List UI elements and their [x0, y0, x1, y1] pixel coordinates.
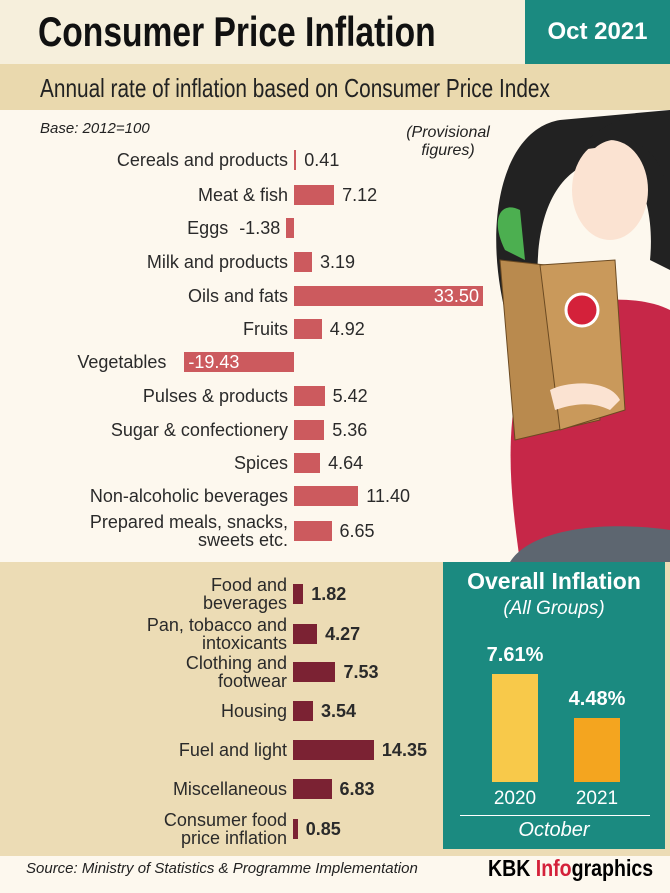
- bar: [293, 662, 336, 682]
- bar: [294, 252, 312, 272]
- value-label: 6.83: [339, 779, 375, 799]
- credit: KBK Infographics: [488, 855, 653, 882]
- category-label: Pan, tobacco and intoxicants: [146, 615, 287, 653]
- value-label: 4.48%: [568, 688, 626, 711]
- subtitle: Annual rate of inflation based on Consum…: [40, 73, 550, 103]
- category-label: Meat & fish: [197, 185, 288, 205]
- bar: [294, 521, 332, 541]
- bar: [294, 319, 322, 339]
- category-label: Sugar & confectionery: [110, 420, 288, 440]
- value-label: 33.50: [433, 286, 479, 306]
- overall-panel: [443, 562, 665, 849]
- value-label: -1.38: [239, 218, 281, 238]
- category-label: Fruits: [243, 319, 288, 339]
- category-label: Consumer food price inflation: [163, 810, 287, 848]
- date-badge: Oct 2021: [525, 0, 670, 64]
- subtitle-band: [0, 64, 670, 110]
- bar: [294, 386, 325, 406]
- bar: [492, 674, 538, 782]
- category-label: Fuel and light: [178, 740, 287, 760]
- category-label: Milk and products: [146, 252, 288, 272]
- source: Source: Ministry of Statistics & Program…: [26, 860, 418, 877]
- category-label: Non-alcoholic beverages: [89, 486, 288, 506]
- value-label: 6.65: [339, 521, 375, 541]
- bar: [574, 718, 620, 782]
- base-note: Base: 2012=100: [40, 120, 150, 137]
- value-label: 4.64: [328, 453, 364, 473]
- category-label: Clothing and footwear: [185, 653, 287, 691]
- footer-band: [0, 856, 670, 893]
- bar: [293, 779, 332, 799]
- axis-line: [460, 815, 650, 816]
- title: Consumer Price Inflation: [38, 8, 436, 55]
- chart-title: Overall Inflation: [467, 568, 641, 594]
- value-label: 7.61%: [486, 644, 544, 666]
- bar: [294, 420, 325, 440]
- credit-accent: Info: [535, 855, 572, 881]
- value-label: 7.12: [342, 185, 378, 205]
- illustration: [496, 110, 670, 562]
- value-label: 11.40: [366, 486, 410, 506]
- value-label: 4.27: [325, 624, 361, 644]
- bar: [184, 352, 294, 372]
- x-tick-label: 2020: [493, 788, 537, 809]
- annotation: (Provisional figures): [406, 124, 490, 159]
- bar: [294, 486, 359, 506]
- bar: [293, 584, 304, 604]
- category-label: Food and beverages: [202, 575, 287, 613]
- chart-subtitle: (All Groups): [503, 598, 605, 619]
- value-label: 5.36: [332, 420, 368, 440]
- category-label: Housing: [220, 701, 287, 721]
- x-axis-label: October: [518, 819, 590, 841]
- bar: [294, 453, 321, 473]
- category-label: Vegetables: [77, 352, 167, 372]
- category-label: Oils and fats: [187, 286, 288, 306]
- value-label: 5.42: [332, 386, 368, 406]
- category-label: Miscellaneous: [172, 779, 287, 799]
- value-label: 3.54: [320, 701, 356, 721]
- bar: [293, 624, 318, 644]
- x-tick-label: 2021: [575, 788, 619, 809]
- category-label: Pulses & products: [142, 386, 288, 406]
- value-label: 1.82: [311, 584, 347, 604]
- value-label: 4.92: [329, 319, 365, 339]
- category-label: Prepared meals, snacks, sweets etc.: [89, 512, 288, 550]
- value-label: -19.43: [188, 352, 240, 372]
- category-label: Eggs: [187, 218, 229, 238]
- value-label: 0.41: [304, 150, 340, 170]
- bar: [294, 185, 335, 205]
- bar: [294, 150, 297, 170]
- credit-rest: graphics: [571, 855, 654, 881]
- credit-brand: KBK: [488, 855, 531, 881]
- bar: [293, 740, 374, 760]
- bar: [293, 819, 298, 839]
- value-label: 0.85: [305, 819, 341, 839]
- bar: [293, 701, 313, 721]
- bar: [294, 286, 483, 306]
- value-label: 14.35: [381, 740, 427, 760]
- category-label: Cereals and products: [116, 150, 288, 170]
- value-label: 7.53: [343, 662, 379, 682]
- category-label: Spices: [233, 453, 288, 473]
- bar: [286, 218, 294, 238]
- value-label: 3.19: [319, 252, 356, 272]
